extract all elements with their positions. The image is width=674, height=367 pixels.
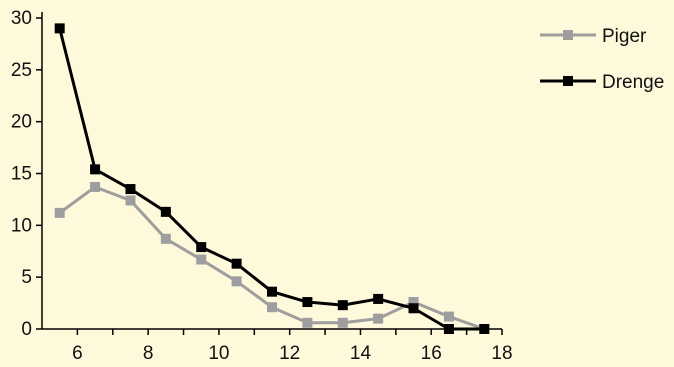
x-tick-label: 6 — [72, 343, 83, 364]
y-tick-label: 5 — [21, 267, 32, 288]
series-line-drenge — [58, 28, 485, 331]
chart-legend: Piger Drenge — [540, 26, 664, 93]
chart-series — [54, 23, 490, 334]
y-tick-label: 15 — [11, 164, 32, 185]
data-point-drenge — [54, 23, 65, 34]
x-tick-label: 10 — [208, 343, 229, 364]
x-tick-label: 12 — [279, 343, 300, 364]
y-tick-label: 25 — [11, 60, 32, 81]
y-tick-label: 30 — [11, 8, 32, 29]
data-point-drenge — [160, 206, 171, 217]
data-point-drenge — [302, 297, 313, 308]
data-point-drenge — [125, 184, 136, 195]
legend-marker-drenge — [563, 76, 573, 86]
data-point-drenge — [90, 164, 101, 175]
chart-axes: 0 5 10 15 20 25 30 6 8 10 12 14 16 18 — [11, 8, 513, 364]
data-point-drenge — [408, 303, 419, 314]
data-point-piger — [443, 311, 454, 322]
legend-label-piger: Piger — [602, 26, 647, 47]
data-point-piger — [196, 254, 207, 265]
data-point-piger — [408, 297, 419, 308]
data-point-piger — [337, 317, 348, 328]
x-tick-label: 8 — [143, 343, 154, 364]
data-point-drenge — [479, 324, 490, 334]
legend-marker-piger — [563, 30, 573, 40]
x-tick-label: 14 — [350, 343, 372, 364]
data-point-drenge — [373, 293, 384, 304]
data-point-piger — [125, 195, 136, 206]
data-point-drenge — [443, 324, 454, 334]
legend-label-drenge: Drenge — [602, 72, 664, 93]
x-tick-label: 16 — [421, 343, 442, 364]
data-point-piger — [231, 276, 242, 287]
y-tick-label: 10 — [11, 215, 32, 236]
data-point-drenge — [337, 300, 348, 311]
data-point-drenge — [267, 286, 277, 297]
y-tick-label: 20 — [11, 112, 32, 133]
data-point-piger — [160, 233, 171, 244]
data-point-piger — [54, 207, 65, 218]
data-point-drenge — [231, 258, 242, 269]
data-point-drenge — [196, 242, 207, 253]
x-tick-label: 18 — [491, 343, 512, 364]
y-tick-label: 0 — [21, 319, 32, 340]
data-point-piger — [90, 181, 101, 192]
data-point-piger — [302, 317, 313, 328]
data-point-piger — [373, 313, 384, 324]
data-point-piger — [267, 302, 277, 313]
